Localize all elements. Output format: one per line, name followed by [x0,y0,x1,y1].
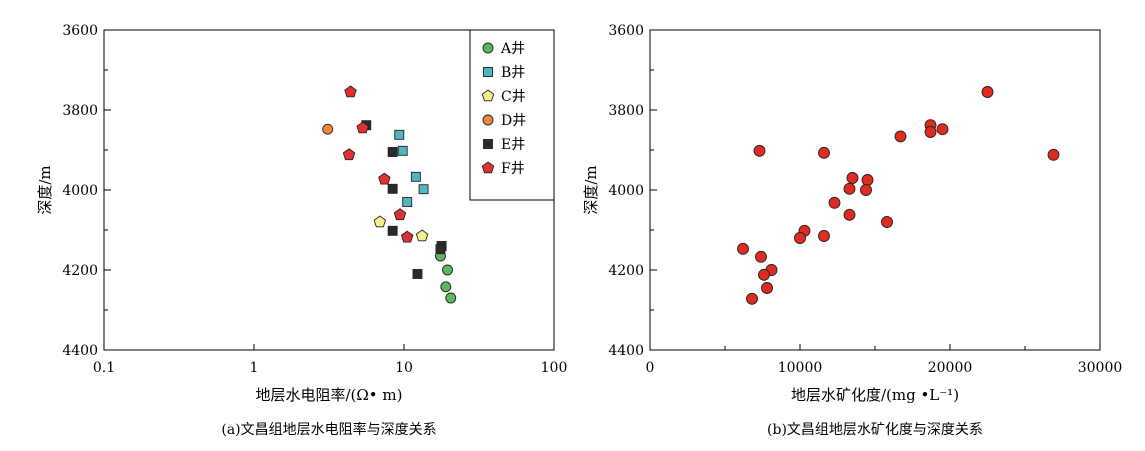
salinity-point [818,230,830,242]
salinity-point [894,130,907,143]
legend-label-a: A井 [500,41,525,57]
salinity-point [753,144,766,157]
legend-label-f: F井 [501,161,525,177]
legend-label-b: B井 [501,65,525,81]
salinity-point [861,174,874,186]
legend-marker-c [481,89,495,102]
panel-a-y-tick-label: 3800 [62,103,98,119]
well-c-point [373,215,387,228]
panel-a: 0.1 1 10 100 3600 3800 4000 4200 4400 A井 B井 C井 D井 E井… [36,23,567,438]
panel-a-y-tick-label: 4000 [62,183,98,199]
panel-b: 0 10000 20000 30000 3600 3800 4000 4200 4400 地层水… [582,23,1122,438]
legend-marker-d [482,114,494,126]
legend-label-d: D井 [501,113,526,129]
panel-b-x-axis-title: 地层水矿化度/(mg •L⁻¹) [791,386,959,404]
legend-label-e: E井 [501,137,525,153]
panel-a-x-tick-label: 10 [395,360,413,376]
well-f-point [378,172,391,185]
panel-b-x-tick-label: 0 [646,360,655,376]
panel-b-x-tick-label: 30000 [1078,360,1123,376]
well-f-point [400,230,414,243]
salinity-point [860,184,872,196]
legend-label-c: C井 [501,89,526,105]
panel-a-x-tick-label: 0.1 [93,360,115,376]
well-f-point [393,208,407,221]
salinity-point [794,232,806,244]
panel-a-legend: A井 B井 C井 D井 E井 F井 [469,29,555,201]
well-f-point [356,121,369,134]
well-e-point [387,147,398,157]
panel-a-x-axis-title: 地层水电阻率/(Ω• m) [255,386,402,404]
panel-b-y-tick-label: 3800 [608,103,644,119]
well-e-point [387,225,398,236]
panel-a-caption: (a)文昌组地层水电阻率与深度关系 [221,421,436,438]
well-d-point [322,123,334,135]
well-a-point [445,292,457,304]
salinity-point [1047,148,1060,161]
well-e-point [412,269,423,279]
panel-a-y-tick-label: 3600 [62,23,98,39]
salinity-point [843,208,856,221]
salinity-point [981,86,994,98]
well-b-point [418,184,429,195]
well-b-point [402,197,413,207]
panel-a-x-tick-label: 100 [541,360,568,376]
panel-b-y-axis-title: 深度/m [582,165,600,214]
well-a-point [442,264,453,276]
panel-b-plot-frame [649,29,1101,351]
salinity-point [846,172,859,184]
panel-a-y-tick-label: 4200 [62,263,98,279]
legend-marker-f [481,161,495,174]
salinity-point [936,123,949,136]
well-b-point [394,129,405,140]
well-b-point [397,145,408,156]
panel-a-x-tick-label: 1 [250,360,259,376]
panel-b-y-tick-label: 4200 [608,263,644,279]
panel-b-caption: (b)文昌组地层水矿化度与深度关系 [767,422,983,438]
salinity-point [761,282,773,294]
legend-marker-e [483,139,493,149]
panel-a-y-tick-label: 4400 [62,343,98,359]
well-b-point [410,171,421,182]
salinity-point [746,292,758,305]
legend-marker-b [483,67,493,77]
well-e-point [435,244,446,255]
salinity-point [924,126,937,138]
salinity-point [818,146,830,159]
panel-b-y-tick-label: 4000 [608,183,644,199]
salinity-point [737,242,749,255]
salinity-point [828,196,841,209]
panel-a-y-axis-title: 深度/m [36,165,54,214]
salinity-point [843,182,856,195]
well-a-point [440,281,452,293]
well-f-point [342,148,356,161]
well-e-point [387,183,398,194]
panel-b-y-tick-label: 4400 [608,343,644,359]
salinity-point [758,268,770,281]
panel-b-x-tick-label: 10000 [778,360,823,376]
well-c-point [415,229,429,242]
panel-b-x-tick-label: 20000 [928,360,973,376]
salinity-point [755,250,767,263]
salinity-point [881,216,893,228]
well-f-point [344,85,357,98]
panel-b-y-tick-label: 3600 [608,23,644,39]
legend-marker-a [482,42,494,54]
